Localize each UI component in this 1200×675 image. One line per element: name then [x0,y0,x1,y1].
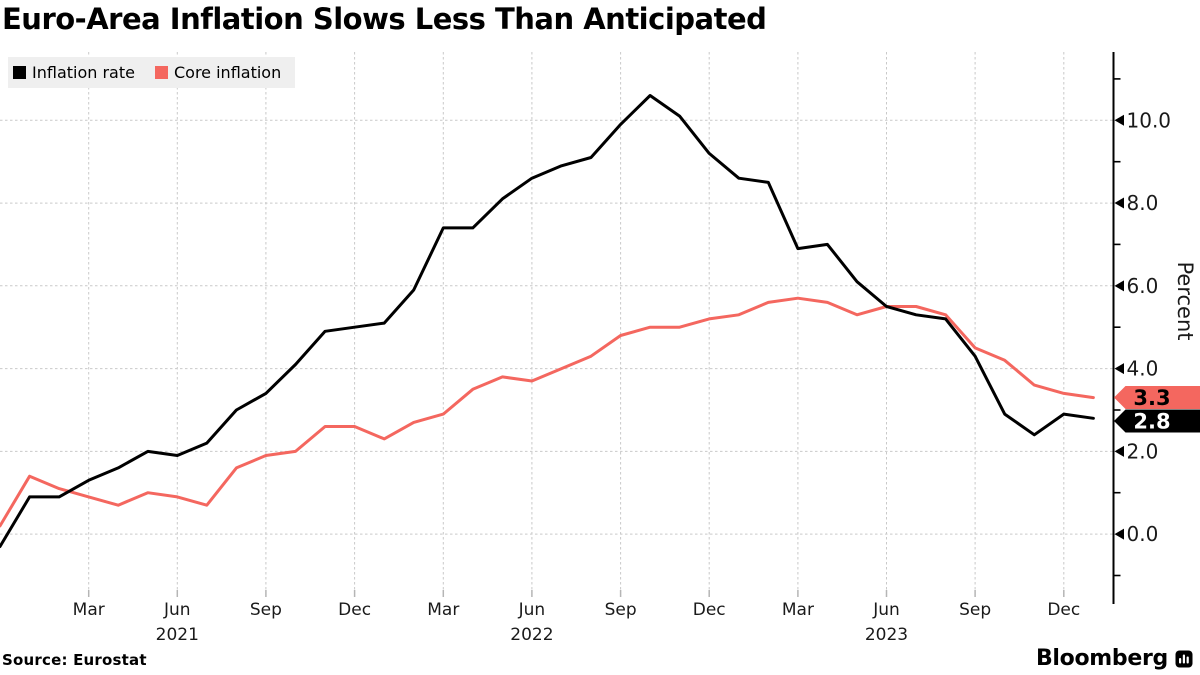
chart-title: Euro-Area Inflation Slows Less Than Anti… [2,2,767,36]
x-tick-label: Mar [782,600,814,620]
x-tick-label: Mar [427,600,459,620]
series-line-inflation-rate [0,94,1095,548]
bloomberg-logo: Bloomberg [1036,646,1193,671]
x-tick-label: Sep [605,600,637,620]
series-line-core-inflation [0,296,1095,528]
y-tick-arrow-icon [1114,197,1124,209]
y-tick-label: 2.0 [1127,439,1159,463]
core-inflation-swatch-icon [154,66,168,79]
y-tick-arrow-icon [1114,363,1124,375]
y-tick-label: 4.0 [1127,357,1159,381]
year-label: 2022 [510,625,553,645]
year-label: 2023 [865,625,908,645]
value-tag [1114,409,1200,433]
legend-item-inflation-rate: Inflation rate [13,63,135,82]
legend-item-core-inflation: Core inflation [154,63,282,82]
y-tick-label: 6.0 [1127,274,1159,298]
year-label: 2021 [156,625,199,645]
x-tick-label: Dec [693,600,726,620]
y-tick-label: 8.0 [1127,191,1159,215]
y-tick-arrow-icon [1114,445,1124,457]
x-tick-label: Dec [338,600,371,620]
x-tick-label: Mar [73,600,105,620]
source-attribution: Source: Eurostat [2,651,147,669]
y-tick-arrow-icon [1114,114,1124,126]
inflation-rate-swatch-icon [13,66,26,79]
legend: Inflation rate Core inflation [8,57,296,88]
x-tick-label: Sep [959,600,991,620]
y-tick-arrow-icon [1114,528,1124,540]
x-tick-label: Jun [518,600,546,620]
x-tick-label: Jun [872,600,900,620]
y-tick-arrow-icon [1114,280,1124,292]
bloomberg-icon [1175,650,1193,667]
value-tag [1114,386,1200,410]
value-tag-label: 2.8 [1133,410,1170,434]
y-tick-label: 0.0 [1127,522,1159,546]
x-tick-label: Sep [250,600,282,620]
value-tag-label: 3.3 [1133,386,1170,410]
x-tick-label: Dec [1047,600,1080,620]
x-tick-label: Jun [163,600,191,620]
legend-label: Core inflation [173,63,282,82]
bloomberg-wordmark: Bloomberg [1035,646,1168,671]
y-tick-label: 10.0 [1127,108,1172,132]
y-axis-title: Percent [1173,261,1197,340]
legend-label: Inflation rate [32,63,135,82]
